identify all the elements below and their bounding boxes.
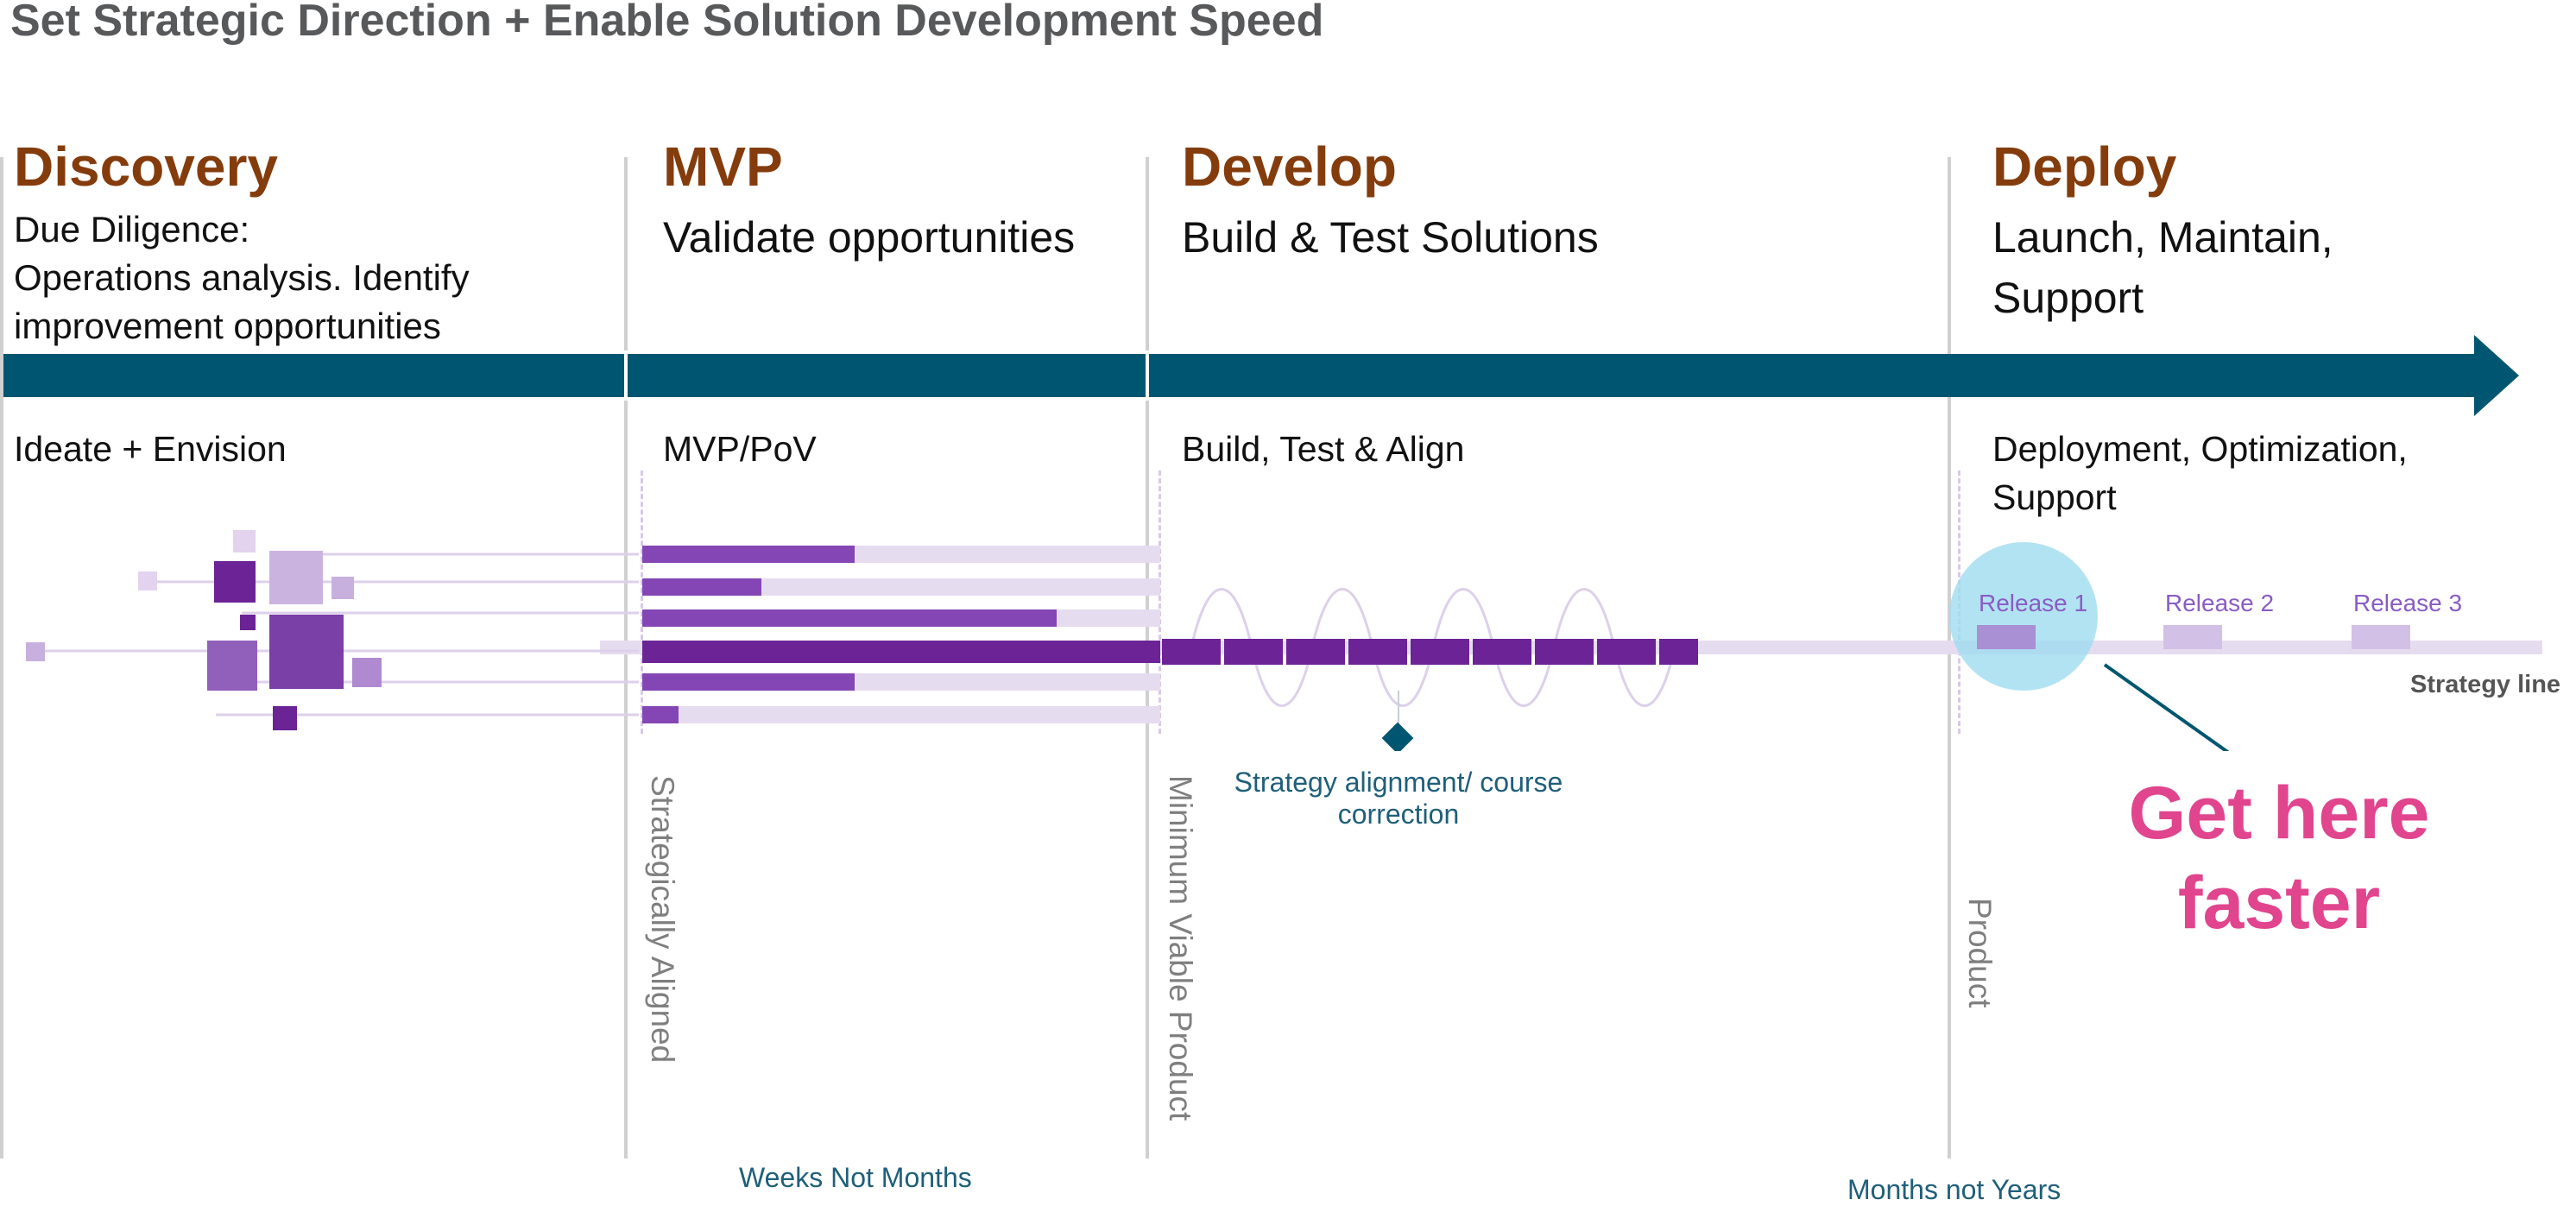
phase-subtitle-mvp: Validate opportunities [663, 213, 1076, 262]
idea-square [273, 706, 297, 730]
milestone-product: Product [1962, 898, 1998, 1008]
release-label-2: Release 2 [2165, 590, 2275, 616]
callout-get-here-faster: Get here faster [2128, 772, 2430, 944]
activity-mvp: MVP/PoV [663, 429, 817, 469]
milestone-minimum-viable-product: Minimum Viable Product [1163, 775, 1198, 1121]
strategy-alignment-note: Strategy alignment/ course correction [1234, 767, 1563, 830]
idea-square [26, 642, 45, 661]
phase-subtitle-develop: Build & Test Solutions [1182, 213, 1599, 262]
activity-develop: Build, Test & Align [1182, 429, 1465, 469]
idea-square [269, 551, 323, 604]
development-graphic [26, 530, 2542, 751]
idea-square [233, 530, 256, 552]
idea-square [352, 658, 382, 687]
phase-name-deploy: Deploy [1992, 136, 2177, 198]
strategy-check-diamond [1381, 722, 1414, 751]
phase-divider [1948, 157, 1951, 1159]
mvp-bar-tracks [642, 546, 1160, 723]
release-label-1: Release 1 [1979, 590, 2088, 616]
phase-subtitle-discovery: Due Diligence: Operations analysis. Iden… [14, 209, 470, 346]
timeline-arrow-shape [3, 335, 2519, 416]
activity-discovery: Ideate + Envision [14, 429, 287, 469]
mvp-bar-fill [642, 546, 855, 563]
release-marker [2163, 625, 2222, 649]
release-marker [1977, 625, 2036, 649]
timeline-arrow [3, 335, 2519, 416]
idea-square [331, 577, 354, 599]
idea-square [240, 615, 256, 630]
idea-square [138, 571, 157, 590]
phase-divider [624, 157, 628, 1159]
timeframe-weeks: Weeks Not Months [739, 1162, 972, 1193]
timeline-arrow-gap [1146, 350, 1149, 401]
release-highlight [1949, 542, 2098, 691]
activity-deploy: Deployment, Optimization, Support [1992, 429, 2408, 517]
release-marker [2352, 625, 2410, 649]
timeframe-months: Months not Years [1847, 1174, 2061, 1205]
idea-square [269, 615, 344, 689]
phase-name-mvp: MVP [663, 136, 783, 198]
release-label-3: Release 3 [2353, 590, 2463, 616]
timeline-arrow-gap [624, 350, 628, 401]
phase-name-develop: Develop [1182, 136, 1397, 198]
page-title: Set Strategic Direction + Enable Solutio… [10, 0, 1324, 46]
phase-divider [0, 157, 3, 1159]
mvp-bar-fill [642, 578, 761, 596]
idea-square [207, 641, 257, 691]
milestone-strategically-aligned: Strategically Aligned [645, 775, 680, 1064]
callout-pointer [2103, 663, 2230, 751]
phase-subtitle-deploy: Launch, Maintain, Support [1992, 213, 2333, 322]
mvp-bar-fill [642, 641, 1160, 663]
mvp-bar-fill [642, 706, 679, 723]
strategy-line-label: Strategy line [2410, 671, 2561, 698]
phase-name-discovery: Discovery [14, 136, 278, 198]
idea-square [214, 561, 256, 603]
milestone-guide [1159, 470, 1161, 734]
milestone-guide [641, 470, 643, 734]
mvp-bar-fill [642, 609, 1057, 627]
sprint-blocks [1162, 639, 1698, 665]
mvp-bar-fill [642, 673, 855, 691]
mvp-bar-fills [642, 546, 1160, 723]
